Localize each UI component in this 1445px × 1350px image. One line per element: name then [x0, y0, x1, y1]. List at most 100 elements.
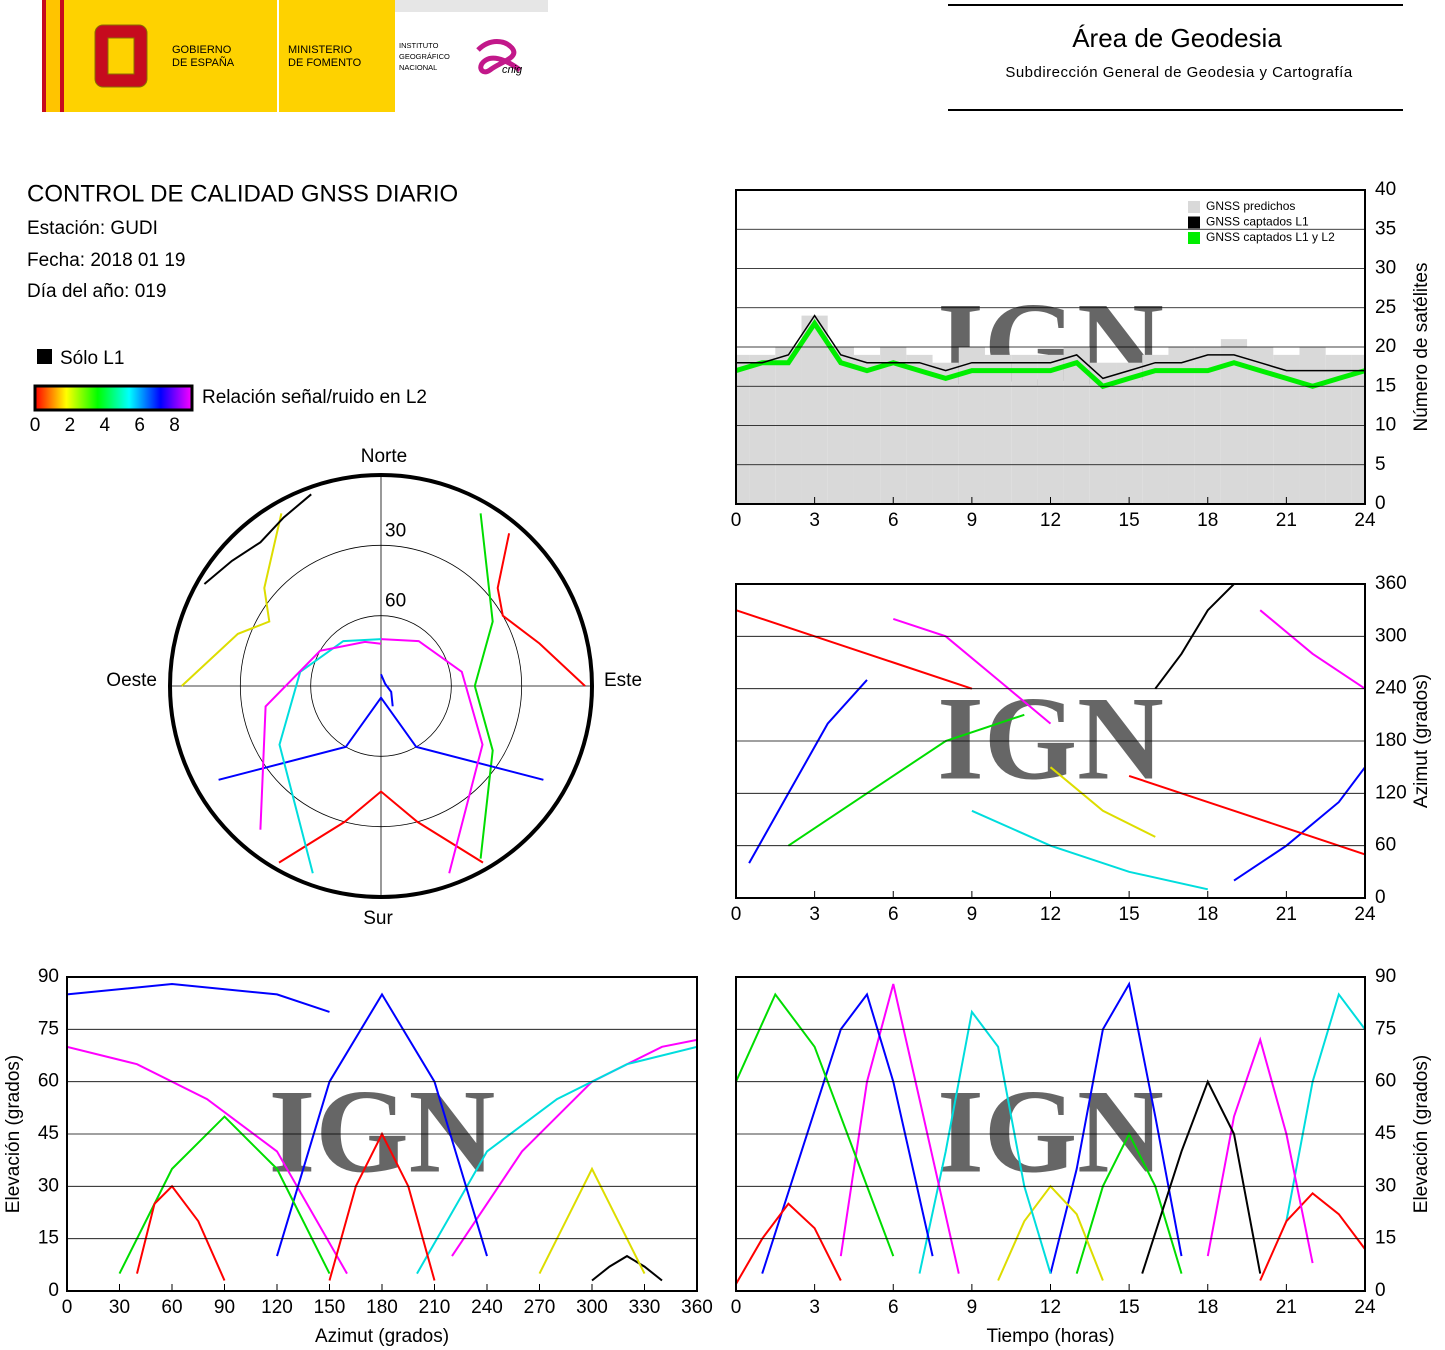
satellite-track [1049, 766, 1156, 838]
x-tick-label: 21 [1276, 510, 1297, 531]
x-tick-label: 150 [314, 1297, 346, 1318]
satellite-track [416, 1045, 697, 1275]
satellite-track [538, 1166, 646, 1275]
logo-text: INSTITUTO [399, 41, 439, 50]
x-tick-label: 18 [1197, 510, 1218, 531]
government-logo: GOBIERNO DE ESPAÑA MINISTERIO DE FOMENTO… [42, 0, 548, 112]
x-tick-label: 9 [967, 510, 978, 531]
x-tick-label: 12 [1040, 904, 1061, 925]
x-tick-label: 18 [1197, 1297, 1218, 1318]
satellite-track [276, 992, 488, 1257]
x-tick-label: 3 [809, 1297, 820, 1318]
logo-text: GEOGRÁFICO [399, 52, 450, 61]
y-tick-label: 60 [38, 1071, 59, 1092]
x-tick-label: 9 [967, 904, 978, 925]
y-tick-label: 0 [48, 1280, 59, 1301]
x-tick-label: 3 [809, 904, 820, 925]
x-tick-label: 120 [261, 1297, 293, 1318]
y-tick-label: 45 [1375, 1123, 1396, 1144]
direction-label: Sur [363, 908, 393, 929]
logo-text: cnig [502, 64, 523, 76]
satellite-track [1285, 992, 1365, 1222]
y-tick-label: 0 [1375, 887, 1386, 908]
predicted-bar [1142, 354, 1169, 504]
x-tick-label: 6 [888, 1297, 899, 1318]
x-tick-label: 60 [161, 1297, 182, 1318]
y-tick-label: 120 [1375, 782, 1407, 803]
x-tick-label: 24 [1354, 1297, 1376, 1318]
direction-label: Oeste [106, 670, 157, 691]
satellite-track [67, 982, 330, 1013]
x-tick-label: 15 [1119, 510, 1140, 531]
predicted-bar [853, 354, 881, 504]
y-tick-label: 90 [38, 966, 59, 987]
satellite-track [839, 983, 960, 1274]
sky-tracks [181, 493, 586, 874]
predicted-bar [1351, 354, 1365, 504]
watermark: IGN [937, 672, 1164, 805]
report-doy: Día del año: 019 [27, 281, 166, 302]
satellite-track [748, 679, 868, 864]
predicted-bar [736, 354, 750, 504]
satellite-track [1128, 774, 1365, 856]
satellite-track [259, 640, 382, 830]
satellite-track [736, 319, 1365, 390]
satellite-track [761, 992, 934, 1274]
predicted-bar [801, 315, 828, 504]
legend-label: GNSS captados L1 [1206, 215, 1309, 229]
predicted-bar [749, 354, 776, 504]
y-tick-label: 10 [1375, 415, 1396, 436]
area-subtitle: Subdirección General de Geodesia y Carto… [1005, 64, 1353, 81]
area-title: Área de Geodesia [1072, 23, 1282, 53]
area-header: Área de Geodesia Subdirección General de… [948, 4, 1403, 111]
x-tick-label: 3 [809, 510, 820, 531]
colorbar-tick-label: 0 [30, 415, 41, 436]
predicted-bar [1011, 354, 1038, 504]
y-tick-label: 90 [1375, 966, 1396, 987]
legend-swatch [1188, 201, 1200, 213]
satellite-track [67, 1045, 348, 1275]
x-tick-label: 15 [1119, 1297, 1140, 1318]
x-tick-label: 21 [1276, 904, 1297, 925]
plot-data [736, 314, 1365, 504]
sky-border [168, 473, 594, 899]
satellite-track [591, 1254, 663, 1282]
direction-label: Norte [361, 446, 407, 467]
y-tick-label: 5 [1375, 454, 1386, 475]
watermark: IGN [937, 1065, 1164, 1198]
x-tick-label: 300 [576, 1297, 608, 1318]
legend-label: GNSS predichos [1206, 199, 1295, 213]
plot-frame [735, 976, 1366, 1292]
predicted-bar [984, 354, 1012, 504]
y-tick-label: 45 [38, 1123, 59, 1144]
logo-text: NACIONAL [399, 63, 437, 72]
plot-data [67, 982, 697, 1282]
logo-text: DE ESPAÑA [172, 56, 235, 69]
satellite-track [181, 513, 283, 687]
satellite-track [496, 533, 586, 687]
satellite-track [218, 695, 544, 781]
ring-label: 30 [385, 520, 406, 541]
x-tick-label: 18 [1197, 904, 1218, 925]
x-tick-label: 24 [1354, 904, 1376, 925]
predicted-bar [1116, 362, 1143, 504]
satellite-track [380, 638, 484, 874]
y-tick-label: 30 [38, 1175, 59, 1196]
y-tick-label: 0 [1375, 493, 1386, 514]
legend-swatch [1188, 232, 1200, 244]
predicted-bar [932, 362, 959, 504]
x-tick-label: 0 [731, 904, 742, 925]
colorbar-tick-label: 4 [99, 415, 110, 436]
satellite-track [1206, 1036, 1314, 1264]
satellite-track [1259, 1191, 1365, 1281]
satellite-track [380, 673, 394, 707]
x-tick-label: 0 [731, 1297, 742, 1318]
y-tick-label: 75 [1375, 1018, 1396, 1039]
logo-text: MINISTERIO [288, 44, 353, 56]
y-tick-label: 30 [1375, 258, 1396, 279]
y-tick-label: 25 [1375, 297, 1396, 318]
predicted-bar [906, 354, 933, 504]
y-tick-label: 40 [1375, 179, 1396, 200]
y-tick-label: 15 [38, 1228, 59, 1249]
